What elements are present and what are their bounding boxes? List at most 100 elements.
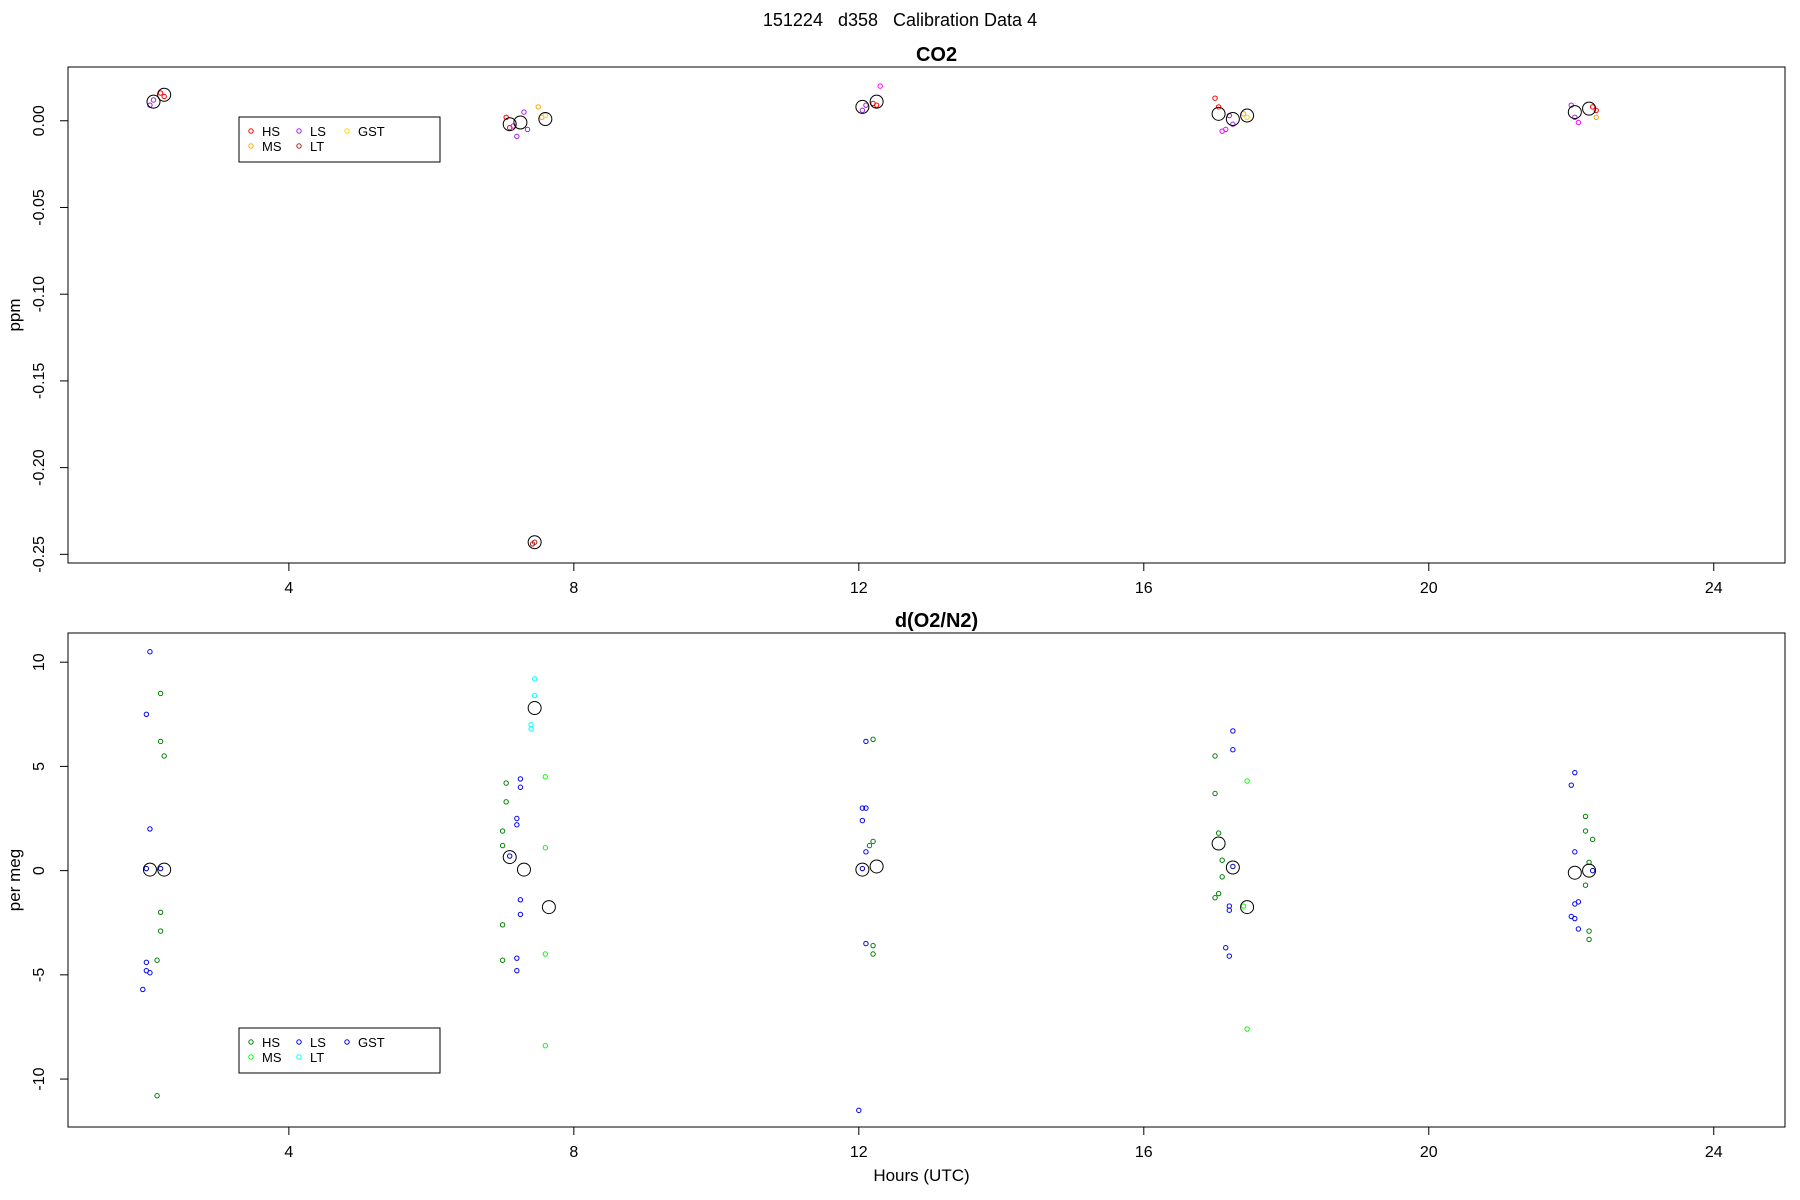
panel1-x-tick-label: 16: [1135, 580, 1153, 597]
panel2-data-point: [1226, 907, 1232, 913]
panel1-y-tick-label: -0.15: [31, 363, 48, 400]
panel1-data-point: [1572, 114, 1578, 120]
panel2-data-point: [542, 844, 549, 851]
panel2-mean-marker: [142, 862, 157, 877]
panel1-legend-label: LT: [310, 139, 324, 154]
panel2-data-point: [1582, 882, 1589, 888]
panel2-data-point: [1586, 936, 1592, 943]
panel2-mean-marker: [1225, 860, 1240, 875]
panel2-data-point: [870, 942, 876, 949]
panel1-legend-marker: [248, 143, 254, 149]
panel2-data-point: [514, 967, 520, 974]
panel2-data-point: [1575, 926, 1582, 932]
panel1-mean-marker: [1211, 106, 1226, 121]
panel2-data-point: [147, 970, 153, 976]
panel1-mean-marker: [502, 117, 517, 132]
panel2-data-point: [157, 928, 164, 934]
panel1-legend-label: LS: [310, 124, 326, 139]
panel2-legend-marker: [248, 1054, 254, 1060]
panel2-data-point: [1230, 728, 1236, 734]
panel1-data-point: [529, 541, 536, 547]
panel1-y-tick-label: -0.05: [31, 189, 48, 226]
panel1-mean-marker: [527, 535, 542, 550]
panel2-data-point: [1212, 895, 1218, 901]
panel2-mean-marker: [527, 701, 542, 716]
panel2-data-point: [856, 1107, 862, 1114]
panel1-data-point: [873, 102, 880, 108]
panel2-x-tick-label: 20: [1420, 1144, 1438, 1161]
panel2-data-point: [1215, 890, 1222, 897]
panel1-data-point: [859, 107, 866, 114]
panel1-mean-marker: [869, 94, 884, 109]
panel1-mean-marker: [1582, 101, 1597, 116]
panel2-data-point: [1244, 778, 1250, 784]
panel2-data-point: [143, 865, 150, 872]
panel2-data-point: [531, 692, 538, 699]
panel1-x-tick-label: 4: [284, 580, 293, 597]
panel1-data-point: [503, 114, 509, 120]
panel1-data-point: [1223, 126, 1229, 133]
panel1-mean-marker: [146, 94, 161, 109]
panel2-data-point: [499, 828, 506, 834]
panel1-mean-marker: [538, 112, 553, 127]
panel2-data-point: [859, 817, 866, 824]
panel2-mean-marker: [855, 862, 870, 877]
panel2-data-point: [1582, 828, 1589, 834]
panel2-data-point: [870, 736, 876, 743]
panel2-data-point: [1586, 928, 1592, 934]
panel2-data-point: [517, 911, 524, 918]
panel2-data-point: [863, 940, 869, 947]
panel2-data-point: [517, 784, 524, 790]
panel2-data-point: [1572, 901, 1578, 907]
panel2-data-point: [1572, 769, 1578, 776]
panel1-data-point: [514, 133, 520, 140]
panel2-data-point: [140, 986, 146, 993]
panel1-data-point: [1215, 104, 1222, 110]
panel1-y-tick-label: 0.00: [31, 105, 48, 136]
panel1-mean-marker: [157, 87, 172, 102]
panel2-mean-marker: [516, 862, 531, 877]
panel1-legend-marker: [296, 143, 302, 149]
panel2-mean-marker: [541, 900, 556, 915]
panel2-data-point: [859, 865, 866, 872]
panel2-data-point: [517, 776, 524, 782]
panel2-data-point: [1212, 790, 1218, 797]
panel2-data-point: [503, 780, 509, 786]
panel1-data-point: [161, 93, 167, 100]
panel1-data-point: [535, 104, 541, 110]
panel2-mean-marker: [1240, 900, 1255, 915]
panel1-data-point: [1244, 114, 1250, 120]
panel1-mean-marker: [1225, 112, 1240, 127]
panel2-y-tick-label: 0: [31, 866, 48, 875]
panel2-data-point: [161, 753, 167, 759]
panel2-data-point: [863, 849, 869, 855]
panel1-mean-marker: [1240, 108, 1255, 123]
panel2-legend-label: MS: [262, 1050, 282, 1065]
panel2-data-point: [1230, 747, 1236, 753]
panel1-data-point: [877, 83, 883, 89]
panel2-legend-marker: [248, 1039, 254, 1045]
panel1-data-point: [521, 109, 527, 115]
panel1-x-tick-label: 8: [569, 580, 578, 597]
panel1-data-point: [1593, 114, 1599, 120]
panel2-mean-marker: [1211, 836, 1226, 851]
panel2-data-point: [1572, 849, 1578, 855]
panel1-legend-box: [238, 116, 441, 163]
panel2-data-point: [1230, 863, 1236, 870]
panel2-mean-marker: [1567, 865, 1582, 880]
panel2-data-point: [1244, 1026, 1250, 1032]
panel2-y-axis-label: per meg: [5, 849, 24, 911]
panel2-data-point: [542, 951, 549, 957]
panel2-data-point: [157, 909, 164, 916]
panel2-data-point: [157, 865, 164, 872]
panel2-mean-marker: [1582, 863, 1597, 878]
panel2-x-tick-label: 24: [1705, 1144, 1723, 1161]
panel2-legend-marker: [296, 1054, 302, 1060]
panel2-data-point: [1226, 953, 1232, 959]
panel2-y-tick-label: 10: [31, 653, 48, 671]
panel1-x-tick-label: 20: [1420, 580, 1438, 597]
panel2-mean-marker: [502, 850, 517, 865]
panel1-chart-title: CO2: [916, 44, 957, 66]
panel2-data-point: [514, 955, 520, 961]
panel1-data-point: [542, 112, 549, 119]
